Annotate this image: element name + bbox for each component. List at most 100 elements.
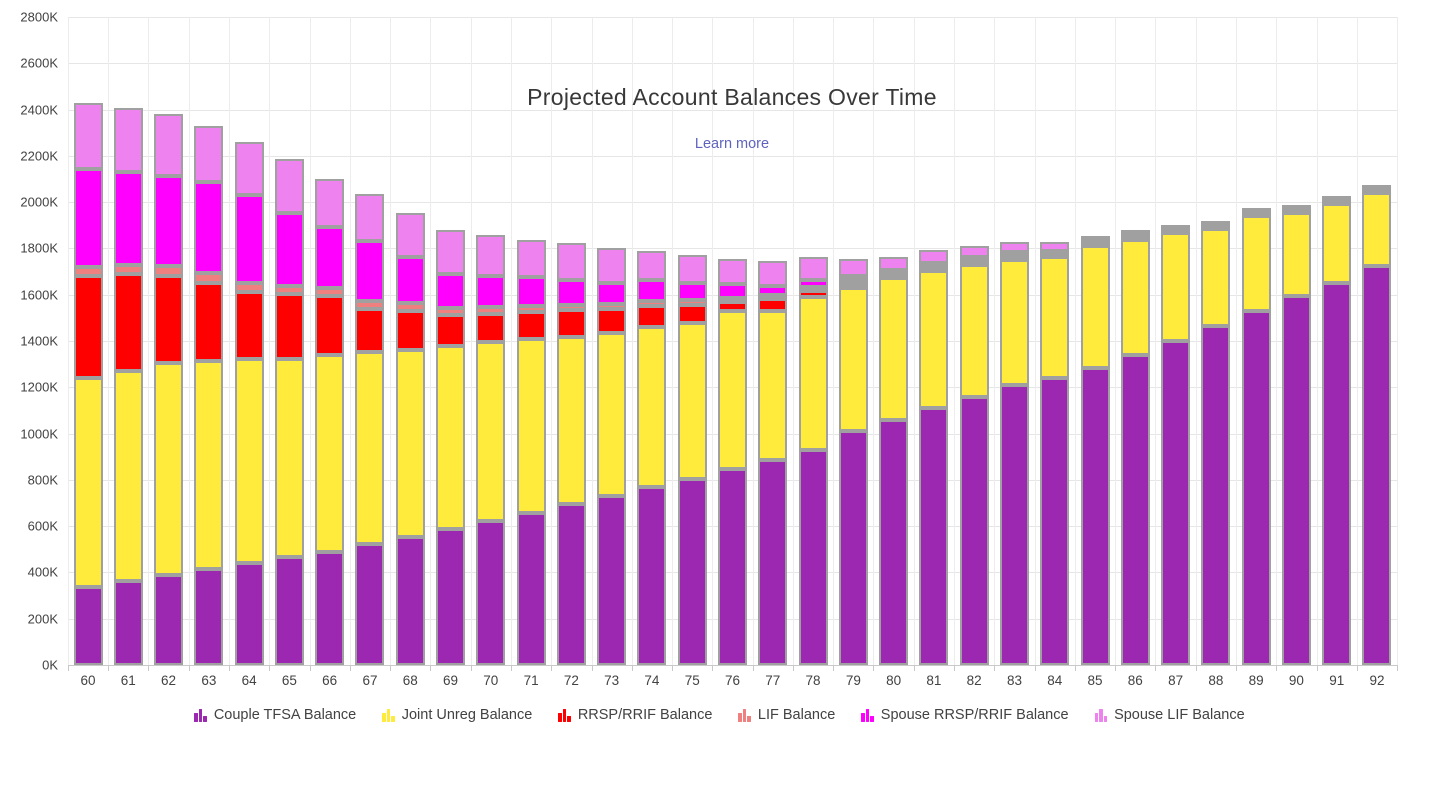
x-axis-label-73: 73 [604, 673, 620, 688]
bar-age-86[interactable] [1120, 230, 1150, 665]
segment-spouse-lif-balance [1241, 208, 1271, 210]
segment-spouse-lif-balance [476, 235, 506, 276]
bar-age-74[interactable] [637, 251, 667, 665]
segment-spouse-lif-balance [1161, 225, 1191, 227]
gridline-vertical [470, 17, 472, 665]
bar-age-62[interactable] [154, 114, 184, 665]
bar-age-91[interactable] [1322, 196, 1352, 665]
segment-joint-unreg-balance [919, 271, 949, 408]
segment-rrsp-rrif-balance [999, 258, 1029, 260]
x-axis-tick [994, 666, 996, 671]
bar-age-66[interactable] [315, 179, 345, 665]
bar-age-73[interactable] [597, 248, 627, 665]
legend-label: LIF Balance [757, 707, 836, 723]
gridline-vertical [752, 17, 754, 665]
gridline-vertical [349, 17, 351, 665]
segment-lif-balance [73, 267, 103, 276]
segment-spouse-lif-balance [1201, 221, 1231, 223]
segment-spouse-lif-balance [879, 257, 909, 270]
gridline-vertical [269, 17, 271, 665]
x-axis-label-91: 91 [1329, 673, 1345, 688]
segment-rrsp-rrif-balance [154, 276, 184, 363]
segment-lif-balance [677, 300, 707, 305]
bar-age-85[interactable] [1080, 236, 1110, 665]
bar-age-82[interactable] [959, 246, 989, 665]
legend-item-joint-unreg-balance[interactable]: Joint Unreg Balance [382, 707, 532, 723]
gridline-vertical [228, 17, 230, 665]
segment-rrsp-rrif-balance [1241, 214, 1271, 216]
segment-couple-tfsa-balance [476, 521, 506, 665]
bar-age-61[interactable] [113, 108, 143, 665]
bar-age-89[interactable] [1241, 208, 1271, 665]
segment-couple-tfsa-balance [355, 544, 385, 665]
bar-age-72[interactable] [556, 243, 586, 665]
segment-lif-balance [154, 266, 184, 276]
learn-more-link[interactable]: Learn more [694, 136, 770, 152]
bar-age-69[interactable] [436, 230, 466, 665]
segment-rrsp-rrif-balance [516, 312, 546, 339]
segment-rrsp-rrif-balance [315, 296, 345, 355]
segment-spouse-rrsp-rrif-balance [73, 169, 103, 267]
x-axis-tick [1236, 666, 1237, 671]
bar-age-84[interactable] [1040, 242, 1070, 665]
segment-rrsp-rrif-balance [959, 263, 989, 265]
gridline-vertical [1034, 17, 1036, 665]
x-axis-tick [1034, 666, 1036, 671]
segment-couple-tfsa-balance [959, 397, 989, 665]
legend-item-spouse-rrsp-rrif-balance[interactable]: Spouse RRSP/RRIF Balance [861, 707, 1069, 723]
bar-age-64[interactable] [234, 142, 264, 665]
x-axis-label-71: 71 [523, 673, 539, 688]
legend-item-spouse-lif-balance[interactable]: Spouse LIF Balance [1094, 707, 1245, 723]
gridline-vertical [1276, 17, 1278, 665]
bar-age-77[interactable] [758, 261, 788, 665]
x-axis-tick [913, 666, 915, 671]
bar-age-60[interactable] [73, 103, 103, 665]
gridline-horizontal [67, 63, 1398, 65]
bar-age-83[interactable] [999, 242, 1029, 665]
bar-age-90[interactable] [1281, 205, 1311, 665]
legend-label: Couple TFSA Balance [213, 707, 357, 723]
bar-age-80[interactable] [879, 257, 909, 665]
bar-age-65[interactable] [274, 159, 304, 665]
bar-age-75[interactable] [677, 255, 707, 665]
segment-couple-tfsa-balance [798, 450, 828, 665]
bar-age-71[interactable] [516, 240, 546, 665]
segment-rrsp-rrif-balance [1362, 191, 1392, 193]
segment-spouse-lif-balance [717, 259, 747, 284]
chart-subtitle: Learn more [67, 136, 1397, 152]
bar-age-70[interactable] [476, 235, 506, 665]
segment-spouse-rrsp-rrif-balance [717, 284, 747, 298]
bar-age-87[interactable] [1161, 225, 1191, 665]
x-axis-tick [1115, 666, 1117, 671]
gridline-vertical [591, 17, 593, 665]
bar-age-88[interactable] [1201, 221, 1231, 665]
gridline-vertical [1195, 17, 1197, 665]
segment-lif-balance [1241, 212, 1271, 214]
segment-lif-balance [1120, 236, 1150, 238]
mini-bar-chart-icon [1094, 708, 1108, 722]
bar-age-79[interactable] [838, 259, 868, 665]
y-axis-label: 2400K [20, 102, 58, 118]
legend-item-rrsp-rrif-balance[interactable]: RRSP/RRIF Balance [558, 707, 712, 723]
segment-joint-unreg-balance [113, 371, 143, 581]
segment-rrsp-rrif-balance [838, 284, 868, 288]
bar-age-81[interactable] [919, 250, 949, 665]
bar-age-68[interactable] [395, 213, 425, 665]
bar-age-67[interactable] [355, 194, 385, 665]
gridline-vertical [1115, 17, 1117, 665]
segment-joint-unreg-balance [717, 311, 747, 469]
segment-rrsp-rrif-balance [1322, 202, 1352, 204]
gridline-vertical [631, 17, 633, 665]
segment-joint-unreg-balance [597, 333, 627, 496]
bar-age-76[interactable] [717, 259, 747, 665]
legend-item-couple-tfsa-balance[interactable]: Couple TFSA Balance [194, 707, 356, 723]
bar-age-78[interactable] [798, 257, 828, 665]
mini-bar-chart-icon [738, 708, 751, 722]
x-axis-tick [1316, 666, 1318, 671]
legend-item-lif-balance[interactable]: LIF Balance [738, 707, 835, 723]
segment-lif-balance [637, 301, 667, 306]
segment-joint-unreg-balance [1241, 216, 1271, 311]
bar-age-63[interactable] [194, 126, 224, 665]
gridline-vertical [954, 17, 956, 665]
bar-age-92[interactable] [1362, 185, 1392, 665]
